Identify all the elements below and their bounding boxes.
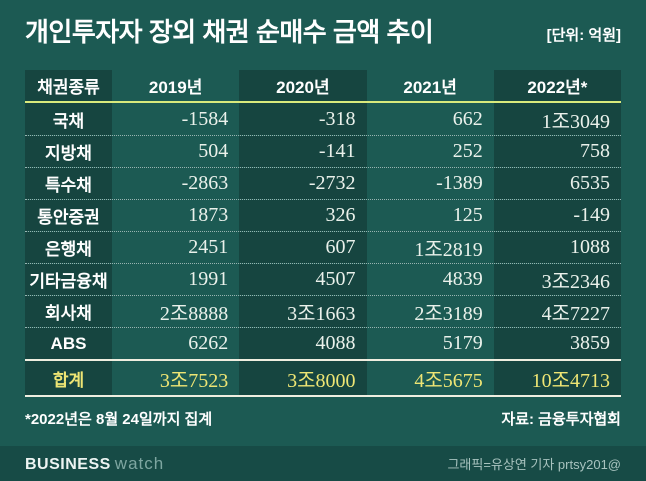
title-row: 개인투자자 장외 채권 순매수 금액 추이 [단위: 억원] (25, 0, 621, 48)
value-cell: 326 (239, 200, 367, 231)
value-cell: 2451 (188, 236, 229, 258)
unit-label: [단위: 억원] (546, 27, 621, 44)
header-cell-bond-type: 채권종류 (25, 70, 112, 101)
total-value-cell: 4조5675 (414, 369, 483, 392)
value-cell: 1873 (188, 204, 229, 226)
infographic-page: 개인투자자 장외 채권 순매수 금액 추이 [단위: 억원] 채권종류 2019… (25, 0, 621, 439)
value-cell: 3조2346 (493, 264, 621, 295)
value-cell: 5179 (442, 332, 483, 354)
row-label: 특수채 (25, 168, 112, 199)
header-cell-2022: 2022년* (493, 70, 621, 101)
total-value-cell: 3조7523 (159, 369, 229, 392)
value-cell: 6535 (493, 168, 621, 199)
value-cell: -141 (239, 136, 367, 167)
footnote: *2022년은 8월 24일까지 집계 (25, 410, 213, 428)
value-cell: 607 (239, 232, 367, 263)
header-cell-2021: 2021년 (403, 78, 457, 97)
table-row-other-financial-bond: 기타금융채 1991 4507 4839 3조2346 (25, 263, 621, 295)
value-cell: 252 (452, 140, 483, 162)
value-cell: 4507 (239, 264, 367, 295)
table-row-special-bond: 특수채 -2863 -2732 -1389 6535 (25, 167, 621, 199)
table-row-corporate-bond: 회사채 2조8888 3조1663 2조3189 4조7227 (25, 295, 621, 327)
value-cell: -1389 (436, 172, 483, 194)
value-cell: 2조3189 (414, 303, 483, 325)
value-cell: 4088 (239, 328, 367, 359)
footnote-row: *2022년은 8월 24일까지 집계 자료: 금융투자협회 (25, 397, 621, 439)
value-cell: 3859 (493, 328, 621, 359)
row-label: 기타금융채 (25, 264, 112, 295)
value-cell: 1088 (493, 232, 621, 263)
value-cell: 662 (452, 107, 483, 130)
value-cell: 2조8888 (159, 303, 229, 325)
value-cell: -1584 (181, 107, 229, 130)
row-label: 지방채 (25, 136, 112, 167)
table-row-msb: 통안증권 1873 326 125 -149 (25, 199, 621, 231)
table-header-row: 채권종류 2019년 2020년 2021년 2022년* (25, 70, 621, 103)
value-cell: 125 (452, 204, 483, 226)
source-label: 자료: 금융투자협회 (501, 410, 621, 428)
logo-watch-text: watch (114, 453, 165, 473)
table-row-bank-bond: 은행채 2451 607 1조2819 1088 (25, 231, 621, 263)
row-label: 회사채 (25, 296, 112, 327)
value-cell: 504 (198, 140, 229, 162)
value-cell: 1조2819 (414, 239, 483, 261)
value-cell: 6262 (188, 332, 229, 354)
value-cell: 4839 (442, 268, 483, 290)
table-row-abs: ABS 6262 4088 5179 3859 (25, 327, 621, 359)
page-title: 개인투자자 장외 채권 순매수 금액 추이 (25, 17, 434, 47)
table-row-municipal-bond: 지방채 504 -141 252 758 (25, 135, 621, 167)
value-cell: -318 (239, 103, 367, 135)
total-label: 합계 (25, 361, 112, 395)
value-cell: 758 (493, 136, 621, 167)
logo-business-text: BUSINESS (25, 455, 111, 473)
value-cell: 4조7227 (493, 296, 621, 327)
footer-bar: BUSINESS watch 그래픽=유상연 기자 prtsy201@ (0, 446, 646, 481)
value-cell: 1991 (188, 268, 229, 290)
value-cell: -2732 (239, 168, 367, 199)
value-cell: -2863 (181, 172, 229, 194)
value-cell: 3조1663 (239, 296, 367, 327)
value-cell: 1조3049 (493, 103, 621, 135)
row-label: ABS (25, 328, 112, 359)
row-label: 국채 (25, 103, 112, 135)
graphic-credit: 그래픽=유상연 기자 prtsy201@ (447, 457, 621, 472)
row-label: 은행채 (25, 232, 112, 263)
total-value-cell: 3조8000 (239, 361, 367, 395)
total-value-cell: 10조4713 (493, 361, 621, 395)
table-row-govt-bond: 국채 -1584 -318 662 1조3049 (25, 103, 621, 135)
table-total-row: 합계 3조7523 3조8000 4조5675 10조4713 (25, 359, 621, 397)
businesswatch-logo: BUSINESS watch (25, 454, 164, 474)
bond-table: 채권종류 2019년 2020년 2021년 2022년* 국채 -1584 -… (25, 70, 621, 397)
row-label: 통안증권 (25, 200, 112, 231)
header-cell-2019: 2019년 (148, 78, 203, 97)
value-cell: -149 (493, 200, 621, 231)
header-cell-2020: 2020년 (239, 70, 367, 101)
